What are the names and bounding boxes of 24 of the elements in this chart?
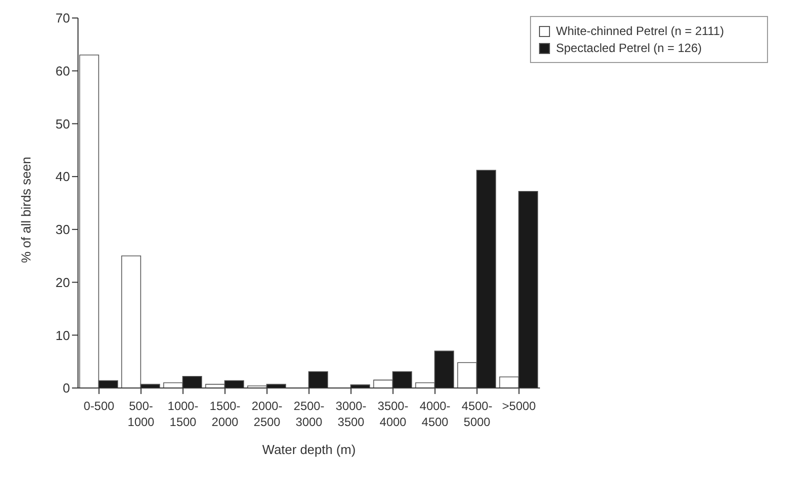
x-tick-label: 3000- 3500 — [336, 399, 366, 429]
x-tick-label: >5000 — [502, 399, 536, 413]
legend-label: Spectacled Petrel (n = 126) — [555, 41, 703, 55]
y-tick-label: 10 — [56, 328, 70, 343]
x-tick-label: 2000- 2500 — [252, 399, 282, 429]
x-axis-title: Water depth (m) — [262, 442, 356, 457]
x-tick-label: 3500- 4000 — [378, 399, 408, 429]
x-tick-label: 0-500 — [84, 399, 115, 413]
y-tick-label: 30 — [56, 222, 70, 238]
bar — [308, 371, 328, 388]
x-tick-label: 4000- 4500 — [420, 399, 450, 429]
x-tick-label: 500- 1000 — [128, 399, 155, 429]
x-tick-label: 1000- 1500 — [168, 399, 198, 429]
x-tick-label: 2500- 3000 — [294, 399, 324, 429]
y-tick-label: 60 — [56, 63, 70, 78]
x-tick-label: 1500- 2000 — [210, 399, 240, 429]
y-tick-label: 50 — [56, 116, 70, 132]
y-tick-label: 0 — [62, 380, 70, 396]
y-axis-title: % of all birds seen — [18, 156, 34, 263]
y-tick-label: 40 — [56, 169, 70, 184]
y-tick-label: 70 — [56, 10, 70, 26]
x-tick-label: 4500- 5000 — [462, 399, 492, 429]
legend-label: White-chinned Petrel (n = 2111) — [555, 24, 725, 38]
y-tick-label: 20 — [56, 274, 70, 290]
